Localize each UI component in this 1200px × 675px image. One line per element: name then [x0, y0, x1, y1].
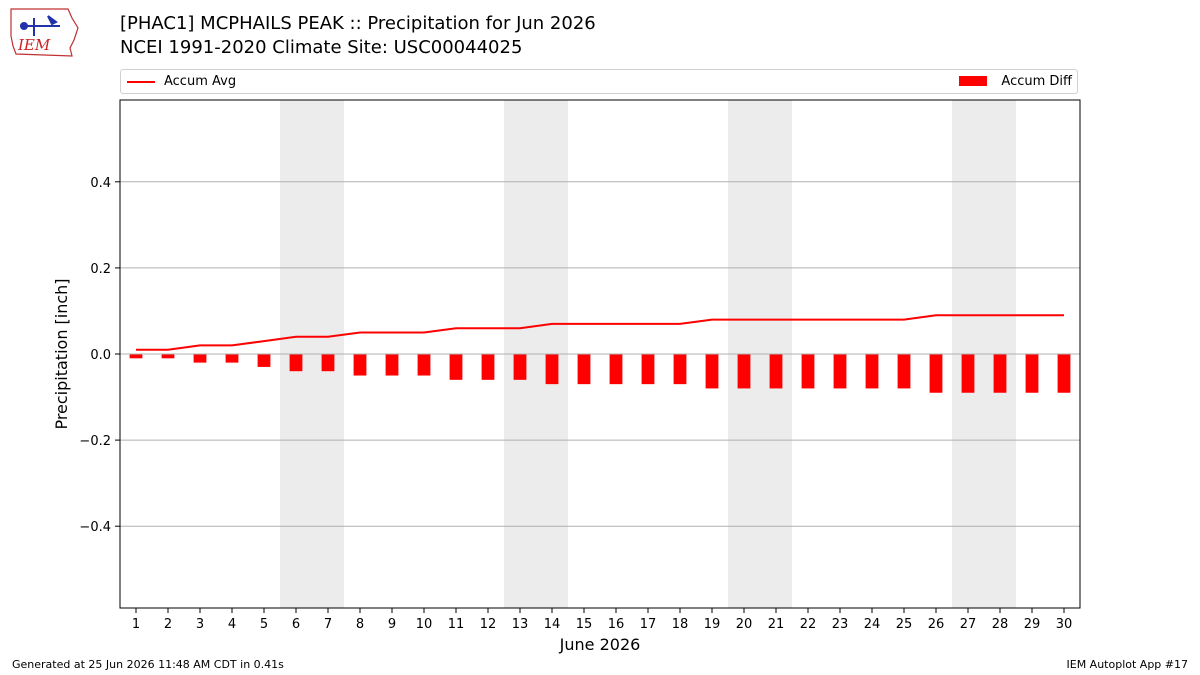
x-tick-label: 8 [356, 617, 364, 632]
legend-line-swatch [127, 81, 155, 83]
plot-frame [119, 99, 1081, 609]
accum-diff-bar [737, 354, 751, 389]
accum-diff-bar [961, 354, 975, 393]
y-tick-label: 0.2 [90, 262, 111, 277]
x-tick-label: 19 [704, 617, 721, 632]
x-tick-label: 1 [132, 617, 140, 632]
accum-diff-bar [257, 354, 271, 367]
weekend-shade [504, 100, 568, 608]
x-axis-label: June 2026 [559, 635, 641, 654]
x-tick-label: 2 [164, 617, 172, 632]
accum-diff-bar [321, 354, 335, 372]
accum-diff-bar [801, 354, 815, 389]
x-tick-label: 18 [672, 617, 689, 632]
y-tick-label: 0.4 [90, 176, 111, 191]
accum-diff-bar [833, 354, 847, 389]
x-tick-label: 13 [512, 617, 529, 632]
x-tick-label: 9 [388, 617, 396, 632]
accum-diff-bar [449, 354, 463, 380]
accum-diff-bar [641, 354, 655, 385]
x-tick-label: 23 [832, 617, 849, 632]
logo-text: IEM [17, 36, 51, 54]
x-tick-label: 3 [196, 617, 204, 632]
x-tick-label: 17 [640, 617, 657, 632]
accum-diff-bar [993, 354, 1007, 393]
x-tick-label: 6 [292, 617, 300, 632]
x-tick-label: 21 [768, 617, 785, 632]
x-tick-label: 12 [480, 617, 497, 632]
accum-diff-bar [1057, 354, 1071, 393]
accum-diff-bar [513, 354, 527, 380]
accum-diff-bar [353, 354, 367, 376]
accum-diff-bar [609, 354, 623, 385]
x-tick-label: 20 [736, 617, 753, 632]
x-tick-label: 26 [928, 617, 945, 632]
accum-diff-bar [705, 354, 719, 389]
x-tick-label: 10 [416, 617, 433, 632]
x-tick-label: 16 [608, 617, 625, 632]
footer-generated: Generated at 25 Jun 2026 11:48 AM CDT in… [12, 658, 284, 671]
x-tick-label: 11 [448, 617, 465, 632]
accum-diff-bar [1025, 354, 1039, 393]
accum-diff-bar [577, 354, 591, 385]
legend-label-accum-diff: Accum Diff [1001, 74, 1072, 89]
accum-diff-bar [481, 354, 495, 380]
weekend-shade [952, 100, 1016, 608]
x-tick-label: 4 [228, 617, 236, 632]
legend: Accum Avg Accum Diff [120, 69, 1078, 94]
x-tick-label: 15 [576, 617, 593, 632]
legend-label-accum-avg: Accum Avg [164, 74, 237, 89]
iowa-outline [10, 8, 79, 57]
accum-diff-bar [225, 354, 239, 363]
accum-diff-bar [865, 354, 879, 389]
x-tick-label: 24 [864, 617, 881, 632]
accum-diff-bar [929, 354, 943, 393]
x-tick-label: 22 [800, 617, 817, 632]
x-tick-label: 25 [896, 617, 913, 632]
x-tick-label: 5 [260, 617, 268, 632]
y-axis-label: Precipitation [inch] [52, 278, 71, 429]
x-tick-label: 28 [992, 617, 1009, 632]
legend-bar-swatch [959, 76, 987, 86]
accum-diff-bar [545, 354, 559, 385]
accum-diff-bar [161, 354, 175, 359]
x-tick-label: 27 [960, 617, 977, 632]
y-tick-label: −0.4 [79, 520, 111, 535]
x-tick-label: 29 [1024, 617, 1041, 632]
x-tick-label: 14 [544, 617, 561, 632]
accum-diff-bar [193, 354, 207, 363]
y-tick-label: −0.2 [79, 434, 111, 449]
chart-subtitle: NCEI 1991-2020 Climate Site: USC00044025 [120, 37, 523, 58]
accum-diff-bar [769, 354, 783, 389]
iem-logo: IEM [10, 8, 79, 57]
accum-diff-bar [129, 354, 143, 359]
x-tick-label: 30 [1056, 617, 1073, 632]
accum-diff-bar [417, 354, 431, 376]
footer-app: IEM Autoplot App #17 [1066, 658, 1189, 671]
weekend-shade [728, 100, 792, 608]
accum-diff-bar [289, 354, 303, 372]
weekend-shade [280, 100, 344, 608]
accum-diff-bar [897, 354, 911, 389]
weather-station-icon [20, 15, 60, 36]
x-tick-label: 7 [324, 617, 332, 632]
y-tick-label: 0.0 [90, 348, 111, 363]
accum-diff-bar [673, 354, 687, 385]
accum-avg-line [136, 314, 1064, 351]
chart-title: [PHAC1] MCPHAILS PEAK :: Precipitation f… [120, 13, 596, 34]
accum-diff-bar [385, 354, 399, 376]
